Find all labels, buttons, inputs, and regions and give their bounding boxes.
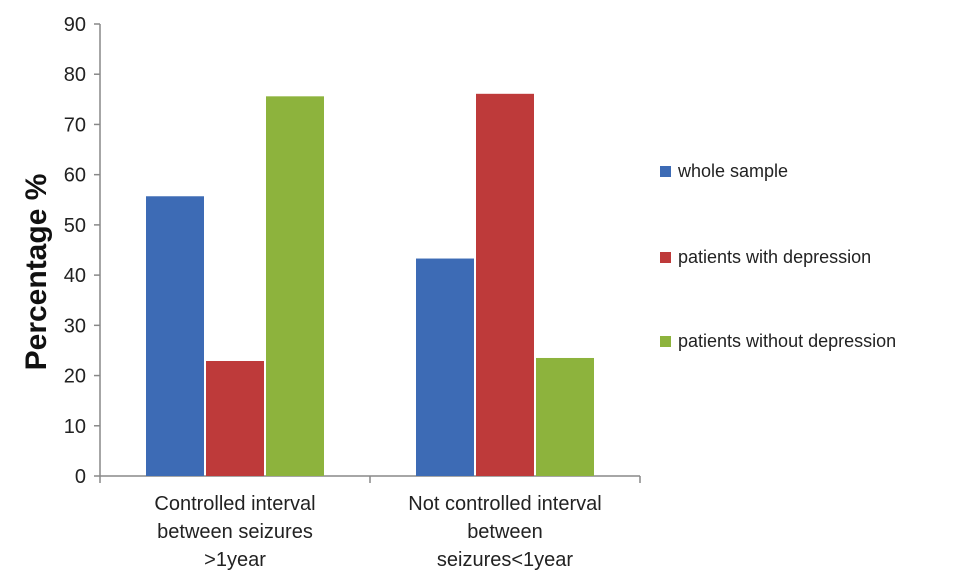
x-category-label: seizures<1year	[437, 549, 574, 571]
legend-swatch	[660, 252, 671, 263]
legend-label: patients with depression	[678, 247, 871, 267]
y-tick-label: 70	[64, 114, 86, 136]
legend-label: whole sample	[677, 161, 788, 181]
x-category-label: between	[467, 521, 543, 543]
bars	[146, 93, 594, 477]
legend-swatch	[660, 336, 671, 347]
y-tick-label: 80	[64, 64, 86, 86]
y-tick-label: 20	[64, 366, 86, 388]
bar-whole-sample	[416, 258, 474, 476]
y-tick-label: 30	[64, 315, 86, 337]
x-category-label: Controlled interval	[154, 493, 315, 515]
bar-whole-sample	[146, 196, 204, 477]
x-category-label: >1year	[204, 549, 266, 571]
bar-patients-with-depression	[476, 93, 534, 476]
y-tick-label: 10	[64, 416, 86, 438]
y-tick-label: 60	[64, 165, 86, 187]
legend-swatch	[660, 166, 671, 177]
y-tick-label: 40	[64, 265, 86, 287]
legend-label: patients without depression	[678, 331, 896, 351]
bar-patients-without-depression	[536, 357, 594, 476]
legend: whole sample patients with depression pati…	[660, 161, 896, 351]
y-tick-label: 0	[75, 466, 86, 488]
x-category-label: between seizures	[157, 521, 313, 543]
bar-patients-without-depression	[266, 96, 324, 476]
y-tick-label: 50	[64, 215, 86, 237]
bar-patients-with-depression	[206, 360, 264, 476]
labels: 0 10 20 30 40 50 60 70 80 90 Percentage % Controlle…	[20, 14, 602, 571]
y-tick-label: 90	[64, 14, 86, 36]
x-category-label: Not controlled interval	[408, 493, 601, 515]
y-axis-label: Percentage %	[20, 174, 53, 371]
